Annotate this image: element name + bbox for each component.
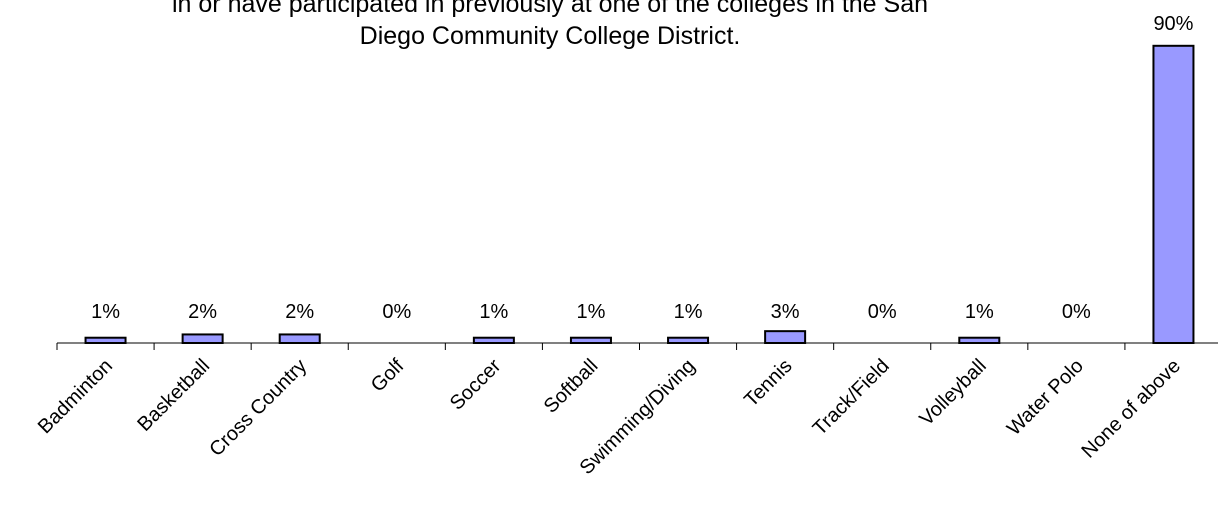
bar (1152, 44, 1195, 345)
x-tick-label: Tennis (740, 355, 796, 411)
chart-title-line-1: in or have participated in previously at… (171, 0, 929, 18)
data-label: 90% (1153, 13, 1193, 35)
data-label: 1% (674, 301, 703, 323)
data-label: 0% (1062, 301, 1091, 323)
x-tick-label: Badminton (34, 355, 117, 438)
chart-title-line-2: Diego Community College District. (359, 22, 741, 50)
bar (84, 336, 127, 345)
data-label: 2% (285, 301, 314, 323)
chart-title: in or have participated in previously at… (0, 0, 1100, 52)
bar (764, 330, 807, 345)
x-tick-label: None of above (1077, 355, 1185, 463)
bar (472, 336, 515, 345)
data-label: 1% (577, 301, 606, 323)
bar (181, 333, 224, 345)
data-label: 0% (868, 301, 897, 323)
data-label: 0% (382, 301, 411, 323)
data-label: 1% (479, 301, 508, 323)
bar (667, 336, 710, 345)
data-label: 1% (91, 301, 120, 323)
x-tick-label: Volleyball (916, 355, 991, 430)
bar (569, 336, 612, 345)
x-tick-label: Soccer (446, 355, 506, 415)
data-label: 2% (188, 301, 217, 323)
x-tick-label: Softball (540, 355, 603, 418)
x-tick-label: Golf (367, 355, 409, 397)
bar (958, 336, 1001, 345)
x-tick-label: Water Polo (1003, 355, 1088, 440)
x-tick-label: Track/Field (809, 355, 894, 440)
x-tick-label: Cross Country (205, 355, 311, 461)
data-label: 1% (965, 301, 994, 323)
bar (278, 333, 321, 345)
x-tick-label: Basketball (133, 355, 214, 436)
data-label: 3% (771, 301, 800, 323)
